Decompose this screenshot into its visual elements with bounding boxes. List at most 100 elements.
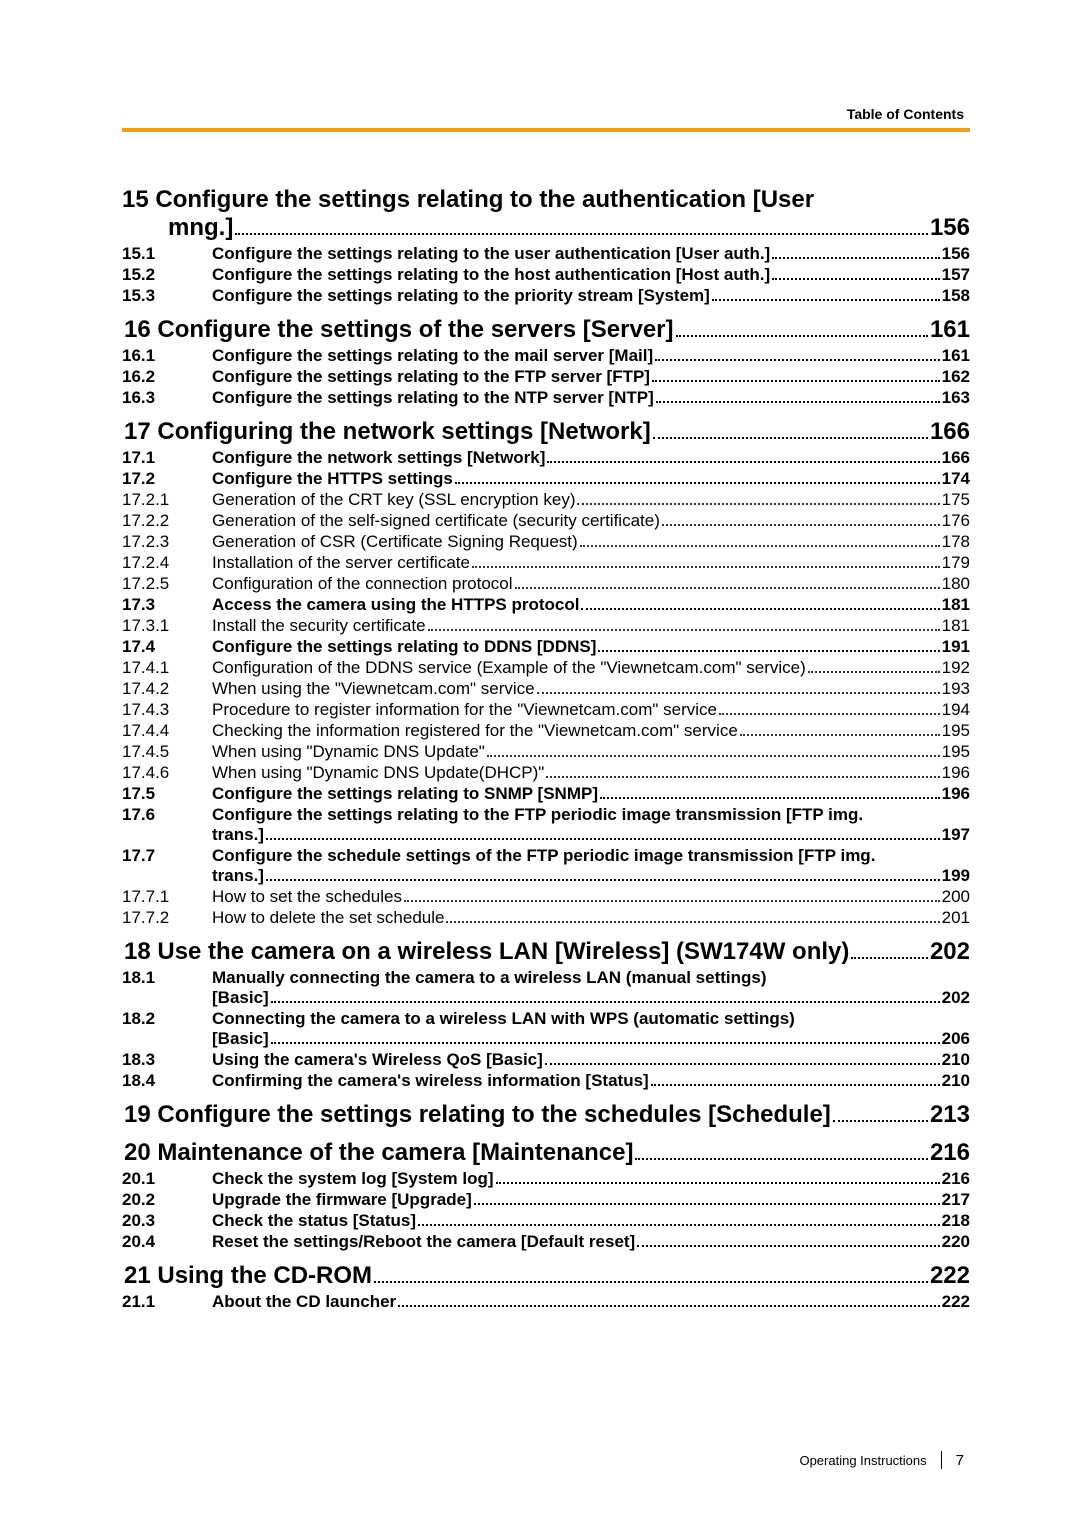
toc-text: How to delete the set schedule <box>210 908 444 928</box>
toc-text: Manually connecting the camera to a wire… <box>210 968 767 988</box>
toc-number: 17.6 <box>122 805 210 825</box>
toc-number: 20.4 <box>122 1232 210 1252</box>
toc-page: 220 <box>942 1232 970 1252</box>
toc-leader <box>398 1292 939 1307</box>
toc-text: mng.] <box>166 214 233 242</box>
toc-leader <box>577 490 939 505</box>
toc-page: 161 <box>942 346 970 366</box>
toc-text: Reset the settings/Reboot the camera [De… <box>210 1232 635 1252</box>
toc-text: 17 Configuring the network settings [Net… <box>122 418 651 446</box>
toc-text: Procedure to register information for th… <box>210 700 717 720</box>
toc-page: 222 <box>930 1262 970 1290</box>
toc-number: 17.3 <box>122 595 210 615</box>
toc-text: Generation of the CRT key (SSL encryptio… <box>210 490 575 510</box>
toc-leader <box>598 637 939 652</box>
toc-leader <box>428 616 940 631</box>
toc-entry-level3: 17.2.5Configuration of the connection pr… <box>122 574 970 594</box>
toc-entry-level2: 18.2Connecting the camera to a wireless … <box>122 1009 970 1049</box>
toc-number: 20.3 <box>122 1211 210 1231</box>
toc-leader <box>635 1145 927 1160</box>
toc-leader <box>662 511 940 526</box>
toc-entry-level3: 17.7.2How to delete the set schedule 201 <box>122 908 970 928</box>
toc-leader <box>581 595 939 610</box>
toc-text: Configuration of the DDNS service (Examp… <box>210 658 806 678</box>
toc-text: Configure the settings relating to the u… <box>210 244 770 264</box>
toc-page: 217 <box>942 1190 970 1210</box>
toc-leader <box>235 214 928 235</box>
toc-page: 201 <box>942 908 970 928</box>
toc-leader <box>808 658 940 673</box>
toc-text: How to set the schedules <box>210 887 402 907</box>
toc-page: 216 <box>942 1169 970 1189</box>
toc-entry-level2: 15.3Configure the settings relating to t… <box>122 286 970 306</box>
toc-leader <box>772 244 939 259</box>
toc-page: 202 <box>930 938 970 966</box>
toc-entry-level1: 17 Configuring the network settings [Net… <box>122 418 970 446</box>
toc-page: 194 <box>942 700 970 720</box>
toc-entry-level3: 17.2.3Generation of CSR (Certificate Sig… <box>122 532 970 552</box>
toc-entry-level2: 17.1Configure the network settings [Netw… <box>122 448 970 468</box>
table-of-contents: 15 Configure the settings relating to th… <box>122 176 970 1312</box>
toc-text: trans.] <box>210 866 264 886</box>
toc-text: Configure the settings relating to the F… <box>210 367 650 387</box>
toc-entry-level2: 17.3Access the camera using the HTTPS pr… <box>122 595 970 615</box>
toc-text: Configure the network settings [Network] <box>210 448 545 468</box>
toc-text: Installation of the server certificate <box>210 553 470 573</box>
toc-entry-level3: 17.3.1Install the security certificate 1… <box>122 616 970 636</box>
toc-text: 15 Configure the settings relating to th… <box>122 186 970 214</box>
toc-text: Confirming the camera's wireless informa… <box>210 1071 649 1091</box>
toc-page: 213 <box>930 1101 970 1129</box>
toc-entry-level3: 17.4.6When using "Dynamic DNS Update(DHC… <box>122 763 970 783</box>
toc-entry-level3: 17.4.1Configuration of the DDNS service … <box>122 658 970 678</box>
toc-entry-level2: 15.1Configure the settings relating to t… <box>122 244 970 264</box>
toc-number: 17.5 <box>122 784 210 804</box>
toc-number: 21.1 <box>122 1292 210 1312</box>
toc-number: 18.1 <box>122 968 210 988</box>
toc-text: When using "Dynamic DNS Update" <box>210 742 485 762</box>
toc-text: 21 Using the CD-ROM <box>122 1262 372 1290</box>
toc-number: 16.1 <box>122 346 210 366</box>
toc-indent <box>122 866 210 886</box>
footer-label: Operating Instructions <box>799 1453 926 1468</box>
toc-page: 163 <box>942 388 970 408</box>
toc-leader <box>833 1107 928 1122</box>
toc-page: 210 <box>942 1050 970 1070</box>
toc-entry-level3: 17.2.4Installation of the server certifi… <box>122 553 970 573</box>
toc-page: 216 <box>930 1139 970 1167</box>
toc-entry-level2: 20.4Reset the settings/Reboot the camera… <box>122 1232 970 1252</box>
toc-number: 17.4.1 <box>122 658 210 678</box>
toc-text: Configure the settings relating to the F… <box>210 805 863 825</box>
toc-leader <box>496 1169 940 1184</box>
toc-entry-level2: 20.2Upgrade the firmware [Upgrade] 217 <box>122 1190 970 1210</box>
toc-text: 16 Configure the settings of the servers… <box>122 316 674 344</box>
toc-entry-level1: 16 Configure the settings of the servers… <box>122 316 970 344</box>
toc-text: About the CD launcher <box>210 1292 396 1312</box>
toc-text: Check the system log [System log] <box>210 1169 494 1189</box>
toc-number: 17.2.2 <box>122 511 210 531</box>
toc-entry-level3: 17.4.5When using "Dynamic DNS Update" 19… <box>122 742 970 762</box>
toc-number: 17.7.1 <box>122 887 210 907</box>
toc-page: 181 <box>942 595 970 615</box>
toc-text: Configuration of the connection protocol <box>210 574 513 594</box>
toc-text: Generation of the self-signed certificat… <box>210 511 660 531</box>
toc-entry-level1: 19 Configure the settings relating to th… <box>122 1101 970 1129</box>
toc-leader <box>580 532 940 547</box>
toc-page: 161 <box>930 316 970 344</box>
toc-number: 15.3 <box>122 286 210 306</box>
toc-text: Configure the settings relating to the h… <box>210 265 770 285</box>
toc-number: 17.2.3 <box>122 532 210 552</box>
toc-page: 196 <box>942 784 970 804</box>
toc-entry-level3: 17.4.3Procedure to register information … <box>122 700 970 720</box>
toc-page: 196 <box>942 763 970 783</box>
toc-leader <box>266 825 940 840</box>
toc-entry-level3: 17.4.4Checking the information registere… <box>122 721 970 741</box>
toc-number: 17.1 <box>122 448 210 468</box>
toc-text: Configure the settings relating to the p… <box>210 286 710 306</box>
toc-page: 200 <box>942 887 970 907</box>
toc-entry-level3: 17.4.2When using the "Viewnetcam.com" se… <box>122 679 970 699</box>
toc-entry-level1: 21 Using the CD-ROM 222 <box>122 1262 970 1290</box>
toc-leader <box>537 679 940 694</box>
toc-entry-level3: 17.2.1Generation of the CRT key (SSL enc… <box>122 490 970 510</box>
footer-separator <box>941 1451 942 1469</box>
toc-indent <box>122 1029 210 1049</box>
